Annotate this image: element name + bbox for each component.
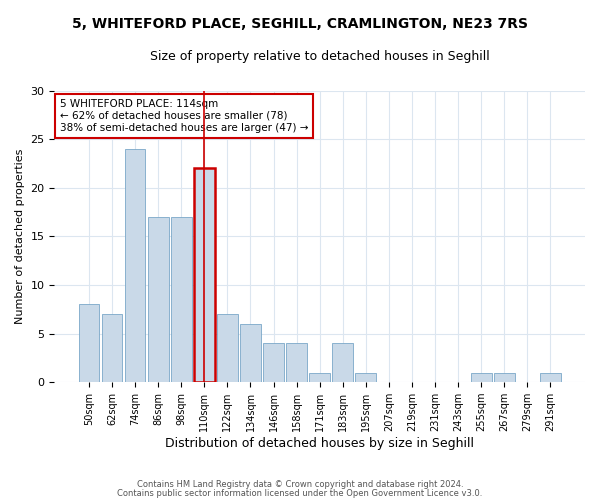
Bar (471, 372, 491, 382)
Bar (79, 304, 99, 382)
Bar (194, 168, 215, 382)
Bar (286, 344, 307, 382)
Text: Contains public sector information licensed under the Open Government Licence v3: Contains public sector information licen… (118, 490, 482, 498)
Bar (263, 344, 284, 382)
Bar (310, 372, 330, 382)
Bar (332, 344, 353, 382)
Bar (494, 372, 515, 382)
Bar (125, 149, 145, 382)
Y-axis label: Number of detached properties: Number of detached properties (15, 148, 25, 324)
Bar (355, 372, 376, 382)
Bar (240, 324, 261, 382)
Bar (217, 314, 238, 382)
Title: Size of property relative to detached houses in Seghill: Size of property relative to detached ho… (150, 50, 490, 63)
Bar (101, 314, 122, 382)
Bar (148, 217, 169, 382)
Bar (171, 217, 191, 382)
Bar (540, 372, 561, 382)
Text: Contains HM Land Registry data © Crown copyright and database right 2024.: Contains HM Land Registry data © Crown c… (137, 480, 463, 489)
X-axis label: Distribution of detached houses by size in Seghill: Distribution of detached houses by size … (165, 437, 474, 450)
Text: 5 WHITEFORD PLACE: 114sqm
← 62% of detached houses are smaller (78)
38% of semi-: 5 WHITEFORD PLACE: 114sqm ← 62% of detac… (60, 100, 308, 132)
Text: 5, WHITEFORD PLACE, SEGHILL, CRAMLINGTON, NE23 7RS: 5, WHITEFORD PLACE, SEGHILL, CRAMLINGTON… (72, 18, 528, 32)
